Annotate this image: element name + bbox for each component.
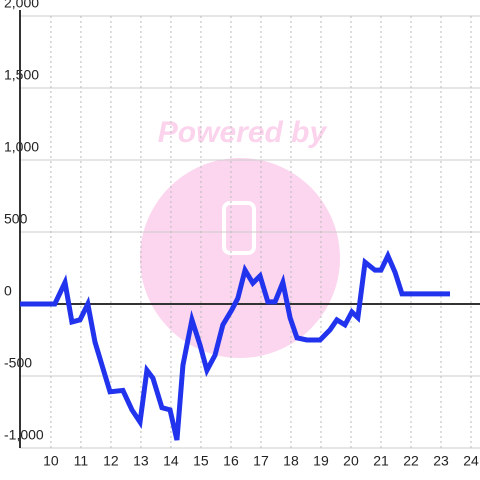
y-tick-label: 0 — [4, 283, 12, 299]
x-tick-label: 10 — [43, 453, 59, 469]
x-tick-label: 18 — [283, 453, 299, 469]
line — [20, 249, 450, 441]
x-tick-label: 14 — [163, 453, 179, 469]
x-tick-label: 11 — [74, 453, 89, 469]
x-tick-label: 19 — [313, 453, 329, 469]
x-tick-label: 13 — [133, 453, 149, 469]
y-tick-label: 1,000 — [4, 139, 39, 155]
x-tick-label: 22 — [403, 453, 419, 469]
x-tick-label: 15 — [193, 453, 209, 469]
y-tick-label: -1,000 — [4, 427, 44, 443]
x-tick-label: 16 — [223, 453, 239, 469]
y-tick-label: 500 — [4, 211, 28, 227]
y-tick-label: -500 — [4, 355, 32, 371]
x-tick-label: 23 — [433, 453, 449, 469]
watermark-icon — [222, 201, 256, 255]
x-tick-label: 12 — [103, 453, 119, 469]
x-tick-label: 24 — [463, 453, 479, 469]
x-tick-label: 20 — [343, 453, 359, 469]
y-tick-label: 1,500 — [4, 67, 39, 83]
y-tick-label: 2,000 — [4, 0, 39, 11]
watermark: Powered by — [158, 116, 328, 149]
watermark-circle — [140, 158, 340, 358]
x-tick-label: 21 — [373, 453, 389, 469]
x-tick-label: 17 — [253, 453, 269, 469]
